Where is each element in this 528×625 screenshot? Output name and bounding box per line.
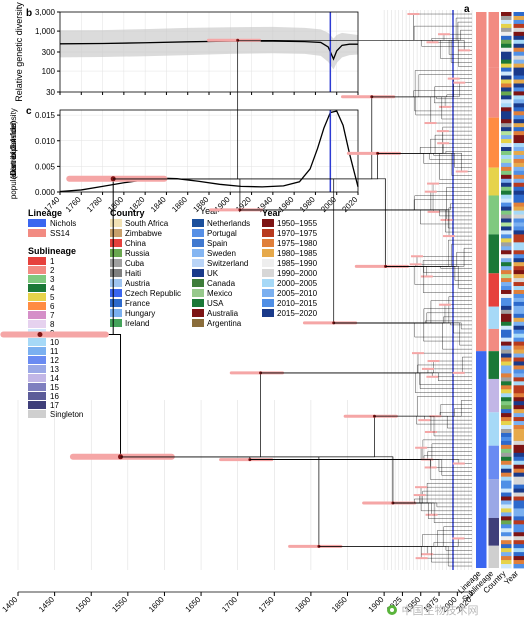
svg-text:1975–1980: 1975–1980 [277, 239, 318, 248]
svg-text:Zimbabwe: Zimbabwe [125, 229, 162, 238]
svg-text:Russia: Russia [125, 249, 150, 258]
svg-text:1950–1955: 1950–1955 [277, 219, 318, 228]
svg-text:Switzerland: Switzerland [207, 259, 248, 268]
svg-text:1500: 1500 [74, 595, 93, 614]
svg-text:2010–2015: 2010–2015 [277, 299, 318, 308]
svg-text:2015–2020: 2015–2020 [277, 309, 318, 318]
svg-text:Australia: Australia [207, 309, 239, 318]
svg-text:1970–1975: 1970–1975 [277, 229, 318, 238]
svg-text:1550: 1550 [110, 595, 129, 614]
svg-text:1760: 1760 [64, 195, 83, 214]
svg-text:4: 4 [50, 284, 55, 293]
svg-text:UK: UK [207, 269, 219, 278]
svg-text:2000–2005: 2000–2005 [277, 279, 318, 288]
svg-text:1900: 1900 [367, 595, 386, 614]
svg-text:Nichols: Nichols [50, 219, 76, 228]
svg-text:1980: 1980 [298, 195, 317, 214]
svg-text:12: 12 [50, 356, 59, 365]
svg-text:Cuba: Cuba [125, 259, 145, 268]
svg-text:8: 8 [50, 320, 55, 329]
svg-text:1600: 1600 [147, 595, 166, 614]
svg-text:5: 5 [50, 293, 55, 302]
svg-text:1450: 1450 [37, 595, 56, 614]
svg-text:2020: 2020 [340, 195, 359, 214]
svg-text:2000: 2000 [319, 195, 338, 214]
svg-text:1750: 1750 [257, 595, 276, 614]
svg-text:300: 300 [42, 48, 56, 57]
svg-text:Lineage: Lineage [28, 208, 62, 218]
svg-text:1,000: 1,000 [35, 27, 56, 36]
svg-text:Portugal: Portugal [207, 229, 237, 238]
svg-text:Relative genetic diversity: Relative genetic diversity [14, 2, 24, 102]
svg-text:0.015: 0.015 [35, 111, 56, 120]
svg-text:population expansion): population expansion) [9, 121, 18, 200]
svg-text:Netherlands: Netherlands [207, 219, 250, 228]
svg-text:7: 7 [50, 311, 55, 320]
svg-text:Ireland: Ireland [125, 319, 149, 328]
svg-text:10: 10 [50, 338, 59, 347]
svg-text:Singleton: Singleton [50, 410, 83, 419]
svg-text:Hungary: Hungary [125, 309, 155, 318]
svg-text:14: 14 [50, 374, 59, 383]
svg-text:Sublineage: Sublineage [28, 246, 76, 256]
svg-text:0.000: 0.000 [35, 188, 56, 197]
svg-text:1840: 1840 [149, 195, 168, 214]
svg-text:0.010: 0.010 [35, 137, 56, 146]
svg-text:16: 16 [50, 392, 59, 401]
svg-text:a: a [464, 4, 470, 15]
svg-text:Year: Year [262, 208, 282, 218]
svg-text:Haiti: Haiti [125, 269, 141, 278]
svg-text:Czech Republic: Czech Republic [125, 289, 181, 298]
svg-text:b: b [26, 8, 32, 19]
svg-text:2: 2 [50, 266, 55, 275]
svg-text:Canada: Canada [207, 279, 236, 288]
svg-text:15: 15 [50, 383, 59, 392]
heat-columns [476, 12, 524, 568]
svg-text:1850: 1850 [330, 595, 349, 614]
svg-text:c: c [26, 106, 32, 117]
svg-text:China: China [125, 239, 146, 248]
svg-text:1980–1985: 1980–1985 [277, 249, 318, 258]
svg-text:1860: 1860 [170, 195, 189, 214]
svg-text:Spain: Spain [207, 239, 227, 248]
panel-b [57, 12, 358, 95]
svg-text:1800: 1800 [293, 595, 312, 614]
svg-text:1780: 1780 [85, 195, 104, 214]
svg-text:Austria: Austria [125, 279, 150, 288]
svg-text:100: 100 [42, 67, 56, 76]
svg-text:3,000: 3,000 [35, 8, 56, 17]
svg-text:Argentina: Argentina [207, 319, 242, 328]
svg-text:Sweden: Sweden [207, 249, 236, 258]
svg-text:11: 11 [50, 347, 59, 356]
svg-text:6: 6 [50, 302, 55, 311]
svg-text:0.005: 0.005 [35, 162, 56, 171]
svg-text:France: France [125, 299, 150, 308]
svg-text:Year: Year [502, 569, 520, 587]
svg-text:USA: USA [207, 299, 224, 308]
svg-text:2005–2010: 2005–2010 [277, 289, 318, 298]
svg-text:1700: 1700 [220, 595, 239, 614]
svg-text:Country: Country [110, 208, 145, 218]
svg-text:SS14: SS14 [50, 229, 70, 238]
svg-text:1: 1 [50, 257, 55, 266]
svg-text:中国生物技术网: 中国生物技术网 [402, 603, 479, 617]
svg-text:1990–2000: 1990–2000 [277, 269, 318, 278]
svg-text:13: 13 [50, 365, 59, 374]
svg-text:3: 3 [50, 275, 55, 284]
svg-text:South Africa: South Africa [125, 219, 169, 228]
svg-text:1985–1990: 1985–1990 [277, 259, 318, 268]
svg-text:Mexico: Mexico [207, 289, 233, 298]
svg-text:30: 30 [46, 88, 55, 97]
svg-text:1650: 1650 [184, 595, 203, 614]
svg-text:1400: 1400 [0, 595, 19, 614]
panel-c [57, 110, 358, 195]
